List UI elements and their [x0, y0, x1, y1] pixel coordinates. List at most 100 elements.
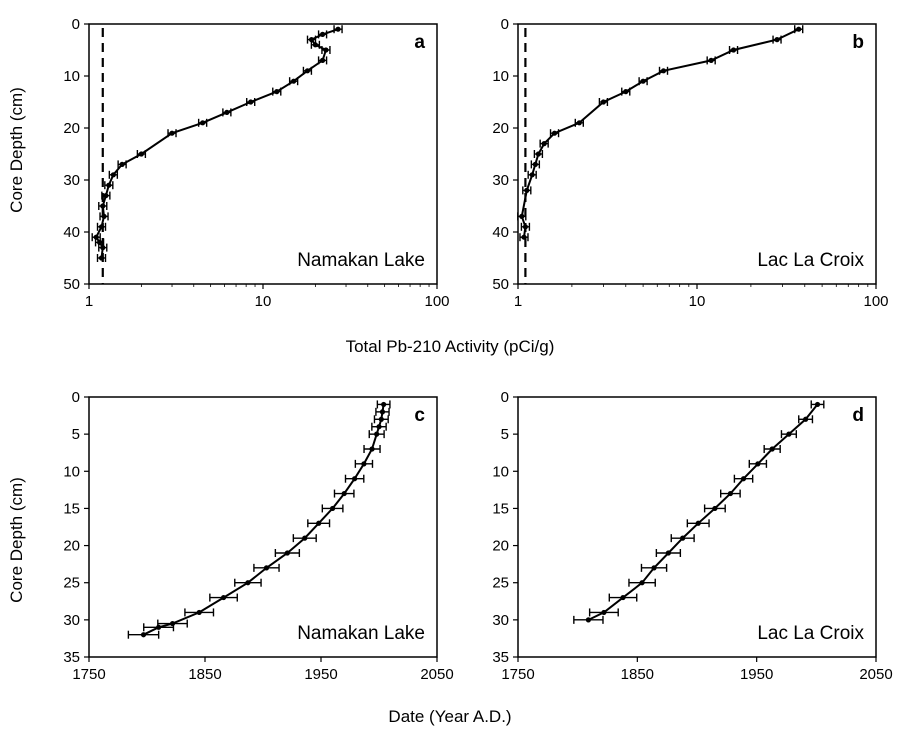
y-tick-label: 20	[63, 120, 80, 137]
data-point	[156, 625, 161, 630]
data-point	[696, 521, 701, 526]
y-tick-label: 30	[492, 172, 509, 189]
y-tick-label: 50	[492, 276, 509, 293]
data-point	[601, 99, 606, 104]
data-point	[200, 120, 205, 125]
data-point	[680, 536, 685, 541]
data-point	[381, 402, 386, 407]
y-tick-label: 15	[63, 500, 80, 517]
lake-name: Namakan Lake	[297, 623, 425, 644]
series-line	[144, 404, 384, 634]
data-point	[530, 172, 535, 177]
x-tick-label: 2050	[859, 666, 892, 683]
y-tick-label: 0	[72, 389, 80, 406]
data-point	[380, 409, 385, 414]
data-point	[352, 476, 357, 481]
data-point	[221, 595, 226, 600]
x-tick-label: 100	[863, 293, 888, 310]
x-tick-label: 10	[689, 293, 706, 310]
series-line	[96, 29, 338, 258]
data-point	[796, 27, 801, 32]
y-tick-label: 25	[492, 575, 509, 592]
y-tick-label: 0	[501, 16, 509, 33]
lake-name: Lac La Croix	[757, 250, 864, 271]
data-point	[620, 595, 625, 600]
lake-name: Lac La Croix	[757, 623, 864, 644]
x-tick-label: 1950	[740, 666, 773, 683]
data-point	[519, 214, 524, 219]
y-tick-label: 0	[72, 16, 80, 33]
data-point	[111, 172, 116, 177]
data-point	[141, 632, 146, 637]
data-point	[305, 68, 310, 73]
data-point	[170, 621, 175, 626]
x-tick-label: 1750	[501, 666, 534, 683]
x-axis-label-top: Total Pb-210 Activity (pCi/g)	[346, 337, 555, 356]
data-point	[755, 461, 760, 466]
data-point	[169, 131, 174, 136]
panel-letter: a	[414, 32, 425, 53]
y-tick-label: 15	[492, 500, 509, 517]
data-point	[97, 240, 102, 245]
data-point	[330, 506, 335, 511]
data-point	[99, 255, 104, 260]
data-point	[224, 110, 229, 115]
y-tick-label: 10	[492, 463, 509, 480]
y-tick-label: 10	[492, 68, 509, 85]
data-point	[245, 580, 250, 585]
data-point	[651, 565, 656, 570]
x-tick-label: 1	[514, 293, 522, 310]
data-point	[374, 432, 379, 437]
plot-frame	[518, 397, 876, 657]
x-tick-label: 100	[424, 293, 449, 310]
data-point	[274, 89, 279, 94]
x-tick-label: 1	[85, 293, 93, 310]
panel-letter: d	[852, 405, 864, 426]
panel-letter: b	[852, 32, 864, 53]
data-point	[524, 188, 529, 193]
x-tick-label: 10	[255, 293, 272, 310]
data-point	[640, 580, 645, 585]
data-point	[521, 235, 526, 240]
data-point	[100, 245, 105, 250]
data-point	[803, 417, 808, 422]
data-point	[291, 79, 296, 84]
data-point	[728, 491, 733, 496]
data-point	[770, 446, 775, 451]
data-point	[120, 162, 125, 167]
data-point	[197, 610, 202, 615]
y-tick-label: 5	[72, 426, 80, 443]
y-tick-label: 30	[492, 612, 509, 629]
data-point	[99, 224, 104, 229]
data-point	[741, 476, 746, 481]
y-tick-label: 40	[492, 224, 509, 241]
data-point	[139, 151, 144, 156]
data-point	[100, 203, 105, 208]
data-point	[712, 506, 717, 511]
y-tick-label: 10	[63, 68, 80, 85]
y-tick-label: 20	[492, 538, 509, 555]
data-point	[577, 120, 582, 125]
series-line	[588, 404, 817, 620]
data-point	[302, 536, 307, 541]
y-tick-label: 0	[501, 389, 509, 406]
lake-name: Namakan Lake	[297, 250, 425, 271]
x-tick-label: 1950	[304, 666, 337, 683]
data-point	[264, 565, 269, 570]
data-point	[774, 37, 779, 42]
data-point	[641, 79, 646, 84]
data-point	[101, 214, 106, 219]
data-point	[335, 27, 340, 32]
data-point	[786, 432, 791, 437]
data-point	[666, 550, 671, 555]
y-tick-label: 50	[63, 276, 80, 293]
data-point	[320, 58, 325, 63]
panel-b: 0 10 20 30 40 50 1 10 100 b Lac La Croix	[492, 16, 888, 310]
y-tick-label: 30	[63, 172, 80, 189]
y-axis-label-top: Core Depth (cm)	[7, 87, 26, 213]
data-point	[361, 461, 366, 466]
data-point	[323, 47, 328, 52]
data-point	[369, 446, 374, 451]
data-point	[523, 224, 528, 229]
